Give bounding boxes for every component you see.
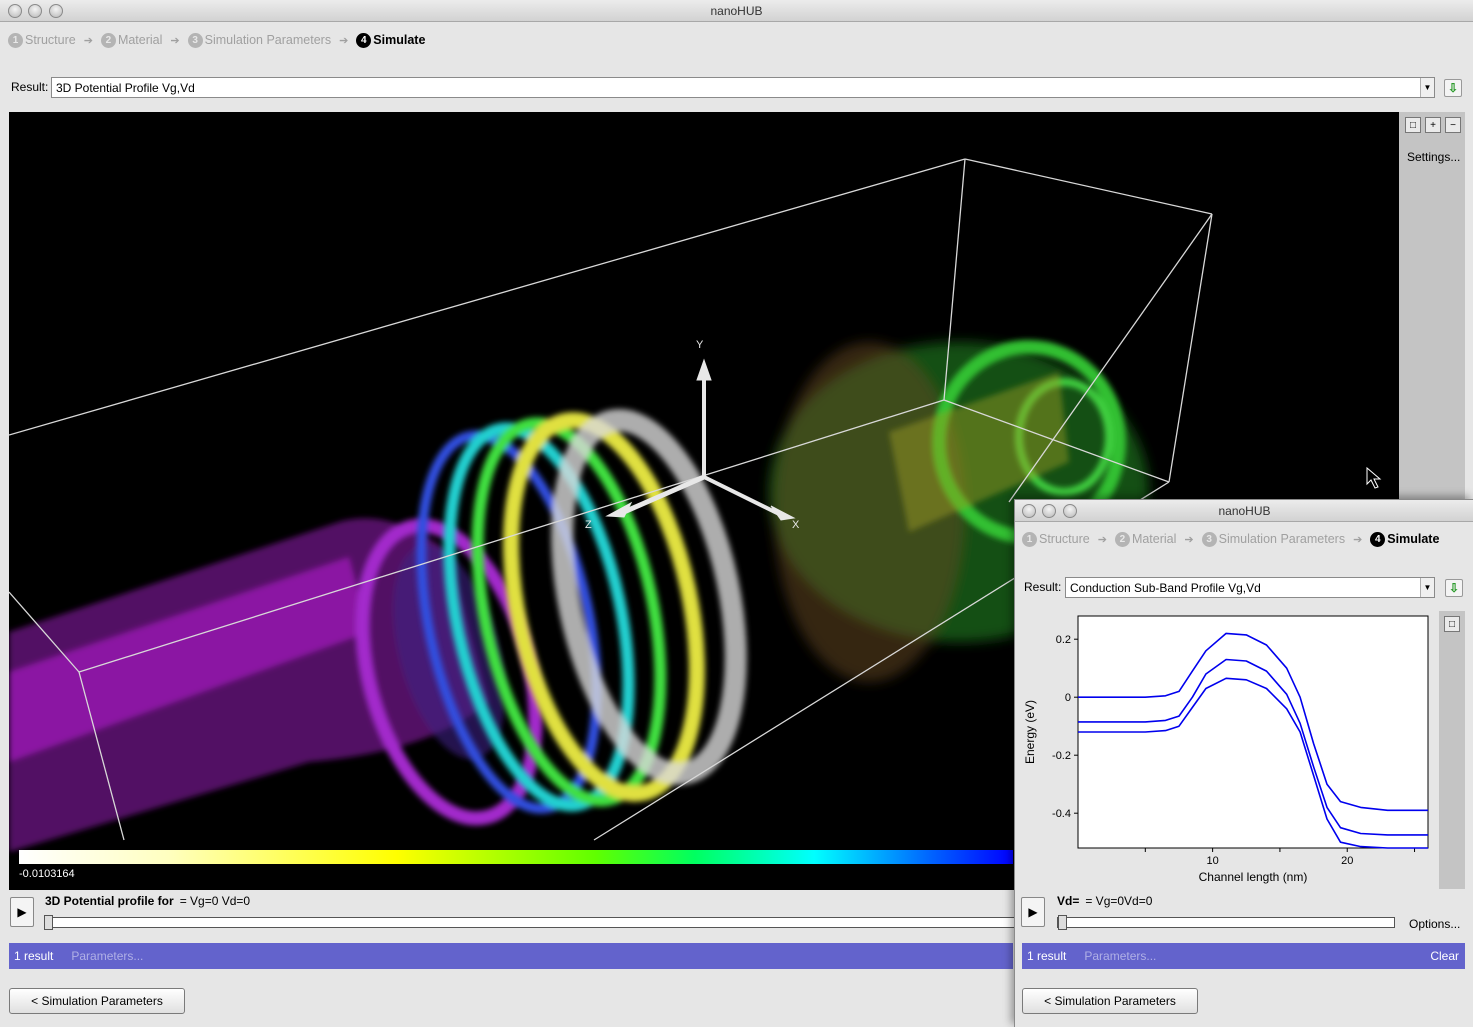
axis-label-x: X (792, 519, 800, 531)
mouse-pointer-icon (1366, 466, 1382, 489)
subband-chart[interactable]: 0.2 0 -0.2 -0.4 10 20 Channel length (nm) Energ… (1020, 611, 1440, 889)
reset-view-icon[interactable]: □ (1444, 616, 1460, 632)
title-bar: nanoHUB (0, 0, 1473, 22)
x-tick-label: 10 (1206, 855, 1218, 867)
arrow-right-icon: ➔ (1097, 533, 1107, 546)
axis-label-z: Z (585, 519, 592, 531)
minimize-window-icon[interactable] (1042, 504, 1056, 518)
arrow-right-icon: ➔ (83, 34, 93, 47)
player-label: 3D Potential profile for = Vg=0 Vd=0 (45, 894, 251, 908)
result-count: 1 result (1027, 949, 1067, 963)
popup-wizard-steps: 1 Structure ➔ 2 Material ➔ 3 Simulation Par… (1022, 530, 1439, 548)
step-simulate[interactable]: 4 Simulate (1370, 531, 1439, 547)
clear-button[interactable]: Clear (1430, 949, 1459, 963)
result-count: 1 result (14, 949, 54, 963)
wizard-steps: 1 Structure ➔ 2 Material ➔ 3 Simulation Par… (8, 31, 425, 49)
colored-rings (416, 409, 747, 814)
options-button[interactable]: Options... (1409, 917, 1461, 931)
step-simulation-parameters[interactable]: 3 Simulation Parameters (1201, 531, 1345, 547)
chevron-down-icon: ▼ (1420, 78, 1434, 97)
zoom-out-icon[interactable]: − (1445, 117, 1461, 133)
popup-title-bar: nanoHUB (1015, 500, 1473, 522)
y-tick-label: 0 (1065, 692, 1071, 704)
popup-result-label: Result: (1024, 580, 1062, 594)
x-tick-label: 20 (1341, 855, 1353, 867)
y-tick-label: 0.2 (1056, 634, 1071, 646)
y-tick-label: -0.2 (1052, 750, 1071, 762)
chart-toolbar: □ (1439, 611, 1465, 889)
series-line-2 (1078, 658, 1428, 836)
reset-view-icon[interactable]: □ (1405, 117, 1421, 133)
step-structure[interactable]: 1 Structure (8, 32, 76, 48)
popup-window: nanoHUB 1 Structure ➔ 2 Material ➔ 3 Simula… (1014, 499, 1473, 1027)
popup-frame-slider[interactable] (1057, 915, 1395, 930)
minimize-window-icon[interactable] (28, 4, 42, 18)
settings-button[interactable]: Settings... (1407, 150, 1461, 164)
volume-render: Y X Z (9, 158, 1382, 852)
series-line-1 (1078, 632, 1428, 812)
download-icon[interactable]: ⇩ (1445, 579, 1463, 597)
result-select[interactable]: 3D Potential Profile Vg,Vd ▼ (51, 77, 1435, 98)
frame-slider[interactable] (44, 915, 1015, 930)
popup-simulation-parameters-button[interactable]: < Simulation Parameters (1022, 988, 1198, 1014)
parameters-link[interactable]: Parameters... (71, 949, 144, 963)
step-material[interactable]: 2 Material (100, 32, 162, 48)
popup-result-status-bar: 1 result Parameters... Clear (1022, 943, 1465, 969)
play-button[interactable]: ▶ (10, 897, 34, 927)
zoom-in-icon[interactable]: + (1425, 117, 1441, 133)
chevron-down-icon: ▼ (1420, 578, 1434, 597)
close-window-icon[interactable] (8, 4, 22, 18)
window-title: nanoHUB (710, 4, 763, 18)
x-axis-label: Channel length (nm) (1199, 870, 1308, 884)
popup-play-button[interactable]: ▶ (1021, 897, 1045, 927)
simulation-parameters-button[interactable]: < Simulation Parameters (9, 988, 185, 1014)
zoom-window-icon[interactable] (49, 4, 63, 18)
slider-handle[interactable] (1058, 915, 1067, 930)
slider-handle[interactable] (44, 915, 53, 930)
step-simulation-parameters[interactable]: 3 Simulation Parameters (187, 32, 331, 48)
close-window-icon[interactable] (1022, 504, 1036, 518)
series-line-3 (1078, 677, 1428, 849)
arrow-right-icon: ➔ (1184, 533, 1194, 546)
axis-label-y: Y (696, 339, 704, 351)
result-status-bar: 1 result Parameters... (9, 943, 1013, 969)
parameters-link[interactable]: Parameters... (1084, 949, 1157, 963)
download-icon[interactable]: ⇩ (1444, 79, 1462, 97)
legend-min-value: -0.0103164 (19, 868, 75, 880)
3d-viewer[interactable]: Y X Z (9, 112, 1399, 890)
popup-window-title: nanoHUB (1218, 504, 1271, 518)
axes-glyph: Y X Z (585, 339, 800, 531)
step-material[interactable]: 2 Material (1114, 531, 1176, 547)
arrow-right-icon: ➔ (1353, 533, 1363, 546)
zoom-window-icon[interactable] (1063, 504, 1077, 518)
popup-player-label: Vd= = Vg=0Vd=0 (1057, 894, 1153, 908)
y-axis-label: Energy (eV) (1023, 700, 1037, 764)
colormap-legend (19, 850, 1013, 864)
popup-result-select[interactable]: Conduction Sub-Band Profile Vg,Vd ▼ (1065, 577, 1435, 598)
step-structure[interactable]: 1 Structure (1022, 531, 1090, 547)
arrow-right-icon: ➔ (339, 34, 349, 47)
chart-svg: 0.2 0 -0.2 -0.4 10 20 Channel length (nm) Energ… (1023, 615, 1429, 884)
result-label: Result: (11, 80, 49, 94)
arrow-right-icon: ➔ (170, 34, 180, 47)
step-simulate[interactable]: 4 Simulate (356, 32, 425, 48)
y-tick-label: -0.4 (1052, 808, 1071, 820)
